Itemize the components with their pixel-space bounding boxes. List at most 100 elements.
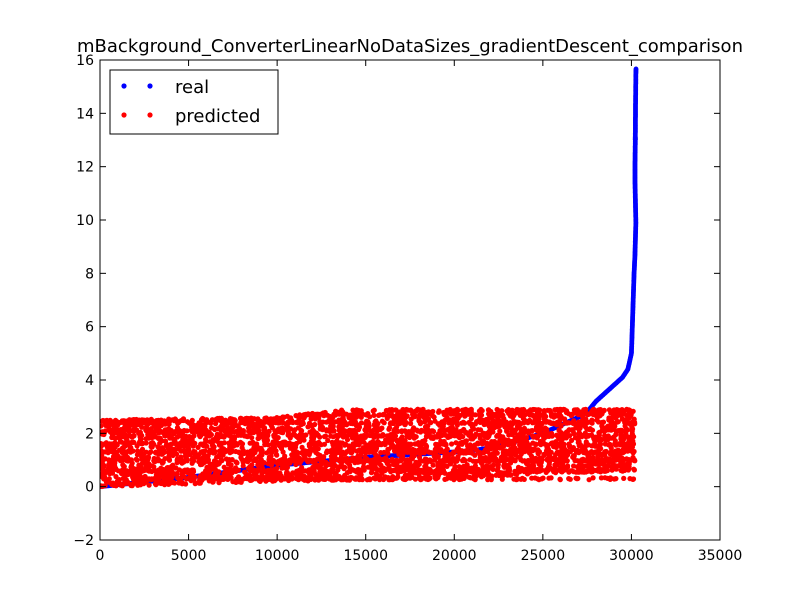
data-point-predicted — [547, 407, 553, 414]
data-point-predicted — [295, 425, 301, 431]
data-point-predicted — [443, 442, 449, 448]
data-point-predicted — [270, 477, 276, 483]
data-point-predicted — [511, 457, 517, 463]
data-point-predicted — [159, 451, 165, 457]
data-point-predicted — [305, 424, 311, 430]
data-point-predicted — [306, 475, 312, 481]
data-point-predicted — [504, 428, 510, 434]
data-point-predicted — [301, 415, 307, 421]
data-point-predicted — [121, 463, 127, 470]
data-point-predicted — [518, 411, 524, 417]
data-point-predicted — [500, 441, 506, 447]
data-point-predicted — [323, 476, 329, 482]
data-point-predicted — [574, 464, 581, 470]
data-point-predicted — [344, 437, 351, 443]
data-point-predicted — [387, 407, 393, 414]
data-point-predicted — [486, 411, 492, 417]
data-point-predicted — [423, 445, 429, 451]
data-point-predicted — [327, 472, 333, 478]
data-point-predicted — [449, 441, 455, 447]
data-point-predicted — [293, 461, 299, 468]
data-point-predicted — [555, 407, 562, 413]
data-point-predicted — [390, 443, 396, 449]
data-point-predicted — [251, 467, 257, 473]
data-point-predicted — [595, 419, 602, 425]
data-point-predicted — [266, 456, 272, 462]
data-point-predicted — [108, 462, 114, 469]
data-point-predicted — [329, 477, 335, 483]
data-point-predicted — [553, 439, 559, 445]
data-point-predicted — [494, 433, 500, 439]
data-point-predicted — [166, 416, 172, 422]
data-point-predicted — [268, 467, 274, 473]
data-point-predicted — [113, 474, 119, 480]
data-point-predicted — [490, 417, 496, 423]
data-point-predicted — [373, 471, 379, 477]
data-point-predicted — [458, 428, 464, 434]
data-point-predicted — [599, 437, 605, 443]
data-point-predicted — [139, 424, 145, 430]
data-point-predicted — [569, 437, 575, 443]
data-point-predicted — [468, 406, 474, 412]
data-point-predicted — [372, 432, 379, 439]
data-point-predicted — [486, 407, 492, 413]
data-point-predicted — [127, 418, 133, 424]
data-point-predicted — [191, 448, 197, 455]
data-point-predicted — [134, 417, 141, 423]
data-point-predicted — [116, 429, 122, 435]
data-point-predicted — [201, 475, 207, 481]
data-point-predicted — [174, 434, 181, 440]
data-point-predicted — [239, 441, 246, 447]
data-point-predicted — [546, 458, 552, 464]
data-point-predicted — [342, 419, 348, 425]
data-point-predicted — [509, 431, 515, 438]
axis-ticks: 0 5000 10000 15000 20000 25000 30000 35000−2024… — [73, 53, 742, 564]
data-point-predicted — [154, 475, 160, 481]
data-point-predicted — [335, 467, 341, 473]
data-point-predicted — [565, 428, 572, 434]
data-point-predicted — [518, 429, 525, 435]
data-point-predicted — [561, 407, 568, 413]
data-point-predicted — [192, 481, 198, 487]
data-point-predicted — [440, 432, 446, 438]
x-tick-label: 10000 — [255, 548, 300, 564]
data-point-predicted — [384, 433, 390, 439]
data-point-predicted — [512, 427, 518, 433]
data-point-predicted — [287, 419, 293, 425]
data-point-predicted — [599, 457, 605, 463]
data-point-predicted — [215, 459, 221, 466]
data-point-predicted — [320, 411, 326, 417]
data-point-predicted — [419, 441, 425, 447]
data-point-predicted — [391, 430, 397, 436]
data-point-predicted — [620, 458, 626, 464]
data-point-predicted — [121, 418, 127, 424]
data-point-predicted — [125, 425, 131, 431]
data-point-predicted — [207, 477, 213, 483]
data-point-predicted — [284, 464, 290, 471]
data-point-predicted — [383, 437, 389, 443]
data-point-predicted — [567, 476, 573, 482]
data-point-predicted — [174, 425, 181, 431]
data-point-predicted — [571, 469, 577, 475]
data-point-predicted — [517, 454, 523, 460]
data-point-predicted — [201, 429, 207, 436]
data-point-predicted — [275, 420, 281, 426]
data-point-predicted — [436, 409, 442, 415]
data-point-predicted — [321, 434, 328, 440]
data-point-predicted — [146, 468, 152, 474]
data-point-predicted — [314, 472, 320, 478]
data-point-predicted — [472, 475, 478, 481]
data-point-predicted — [302, 448, 308, 454]
data-point-predicted — [389, 456, 395, 462]
data-point-predicted — [270, 457, 277, 464]
data-point-predicted — [391, 461, 397, 468]
data-point-predicted — [385, 475, 391, 481]
data-point-predicted — [123, 435, 129, 441]
data-point-predicted — [368, 444, 375, 450]
data-point-predicted — [407, 475, 413, 481]
legend-marker-real — [147, 83, 153, 89]
data-point-predicted — [583, 468, 589, 474]
data-point-predicted — [325, 437, 331, 444]
y-tick-label: 12 — [76, 160, 94, 176]
